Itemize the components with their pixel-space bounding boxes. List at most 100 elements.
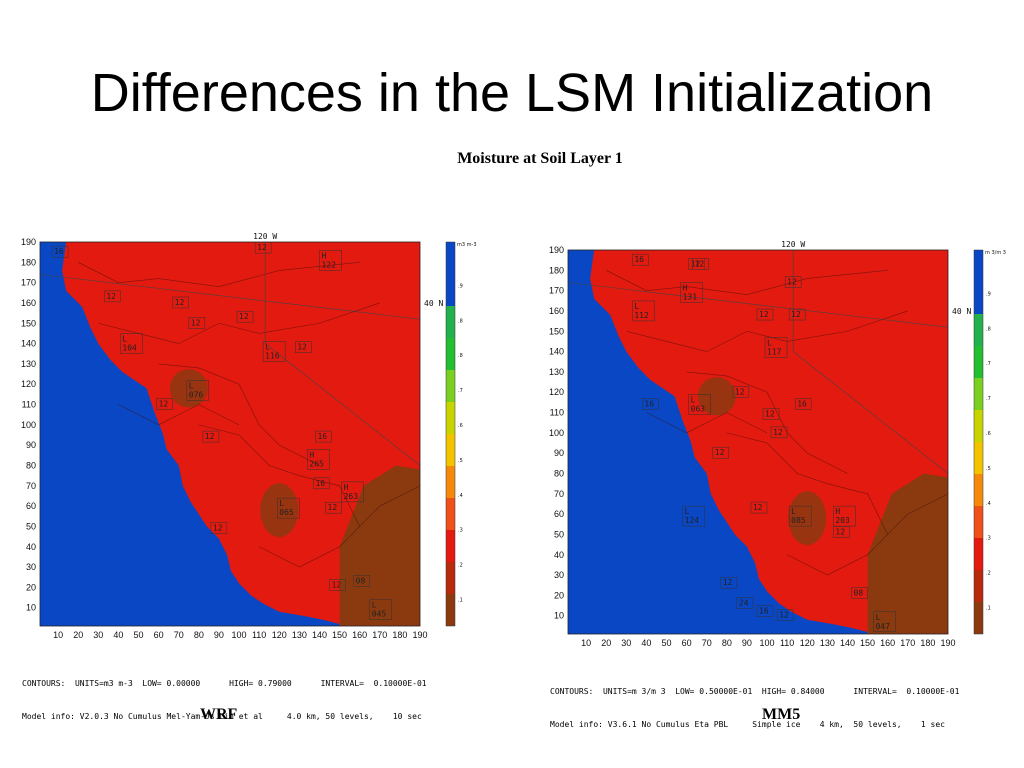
- annotation-box: [756, 605, 774, 617]
- annotation-box: [51, 245, 69, 258]
- mm5-map-panel: 16 12 12 H 131 12 L 112 12 12 L 117 L 063 12 16 12 16 12 12…: [536, 236, 1020, 656]
- y-tick-label: 150: [549, 326, 564, 336]
- y-tick-label: 100: [21, 420, 36, 430]
- y-tick-label: 60: [554, 509, 564, 519]
- annotation-line: 265: [309, 459, 324, 468]
- annotation-box: [369, 599, 392, 620]
- ocean-area: [568, 250, 868, 634]
- annotation-label: 16: [644, 399, 654, 408]
- annotation-label: 12: [205, 432, 215, 441]
- x-tick-label: 80: [722, 638, 732, 648]
- colorbar-frame: [973, 249, 984, 635]
- annotation-line: 12: [691, 259, 701, 268]
- colorbar-swatch: [446, 274, 455, 306]
- annotation-label: 12: [213, 524, 223, 533]
- colorbar-swatch: [446, 370, 455, 402]
- annotation-label: 12: [715, 448, 725, 457]
- annotation-box: [341, 481, 364, 503]
- annotation-label: L 085: [791, 507, 806, 525]
- colorbar-tick: .4: [458, 493, 463, 499]
- colorbar-tick: .8: [986, 326, 991, 332]
- y-tick-label: 40: [26, 542, 36, 552]
- annotation-line: 16: [644, 399, 654, 408]
- y-tick-label: 160: [21, 298, 36, 308]
- y-tick-label: 150: [21, 318, 36, 328]
- x-tick-label: 30: [93, 630, 103, 640]
- colorbar-unit: m3 m-3: [457, 242, 477, 248]
- y-tick-label: 170: [549, 286, 564, 296]
- x-tick-label: 110: [780, 638, 794, 648]
- y-tick-label: 120: [21, 379, 36, 389]
- annotation-line: 24: [739, 599, 749, 608]
- colorbar-swatch: [446, 594, 455, 626]
- x-tick-label: 150: [860, 638, 875, 648]
- annotation-line: L: [685, 507, 690, 516]
- annotation-label: 12: [791, 310, 801, 319]
- contour-line: [158, 363, 320, 466]
- annotation-line: 112: [634, 311, 649, 320]
- annotation-label: 16: [54, 247, 64, 256]
- annotation-label: 16: [634, 255, 644, 264]
- annotation-label: 16: [315, 479, 325, 488]
- colorbar-tick: .2: [458, 563, 463, 569]
- annotation-line: 12: [239, 312, 249, 321]
- annotation-line: 16: [759, 607, 769, 616]
- annotation-label: H 265: [309, 450, 324, 468]
- annotation-box: [315, 430, 332, 443]
- contour-line: [606, 270, 888, 296]
- colorbar-tick: .1: [986, 606, 991, 612]
- colorbar-swatch: [446, 562, 455, 594]
- annotation-line: 124: [685, 516, 700, 525]
- wrf-map-panel: 16 12 H 122 12 12 12 12 L 104 L 116 12 L 076 12 12 16 H 265…: [8, 228, 492, 648]
- annotation-box: [851, 587, 868, 599]
- annotation-label: 12: [691, 259, 701, 268]
- y-tick-label: 80: [26, 460, 36, 470]
- annotation-label: 08: [356, 576, 366, 585]
- dry-basin-central: [788, 491, 827, 546]
- annotation-line: 12: [297, 343, 307, 352]
- colorbar-tick: .9: [986, 291, 991, 297]
- annotation-label: L 063: [691, 395, 706, 413]
- annotation-label: H 263: [344, 483, 359, 501]
- x-tick-label: 100: [760, 638, 775, 648]
- annotation-line: 12: [257, 243, 267, 252]
- annotation-label: 12: [239, 312, 249, 321]
- annotation-label: 16: [759, 607, 769, 616]
- colorbar-tick: .7: [986, 396, 991, 402]
- annotation-line: 085: [791, 516, 806, 525]
- annotation-line: H: [309, 450, 314, 459]
- mm5-label: MM5: [762, 706, 801, 723]
- x-tick-label: 190: [940, 638, 955, 648]
- lon-label: 120 W: [253, 232, 277, 241]
- annotation-box: [688, 394, 711, 415]
- annotation-line: 16: [54, 247, 64, 256]
- annotation-line: 063: [691, 404, 706, 413]
- y-tick-label: 10: [554, 611, 564, 621]
- annotation-line: 047: [876, 622, 891, 631]
- x-tick-label: 10: [53, 630, 63, 640]
- x-tick-label: 60: [682, 638, 692, 648]
- annotation-line: L: [691, 395, 696, 404]
- annotation-box: [873, 611, 896, 633]
- y-tick-label: 50: [26, 521, 36, 531]
- colorbar-unit: m 3/m 3: [985, 250, 1006, 256]
- annotation-line: H: [835, 507, 840, 516]
- annotation-line: 203: [835, 516, 850, 525]
- annotation-box: [682, 505, 705, 527]
- annotation-box: [833, 526, 850, 538]
- plot-frame: [567, 249, 949, 635]
- annotation-line: 12: [159, 400, 169, 409]
- annotation-box: [776, 609, 794, 621]
- y-tick-label: 80: [554, 468, 564, 478]
- y-tick-label: 10: [26, 603, 36, 613]
- annotation-box: [104, 290, 121, 303]
- mm5-contours-info: CONTOURS: UNITS=m 3/m 3 LOW= 0.50000E-01…: [550, 687, 960, 696]
- annotation-label: 12: [297, 343, 307, 352]
- ocean-area: [40, 242, 340, 626]
- annotation-label: 12: [753, 503, 763, 512]
- x-tick-label: 170: [900, 638, 915, 648]
- annotation-line: 08: [356, 576, 366, 585]
- contour-line: [118, 404, 240, 426]
- contour-line: [726, 432, 888, 535]
- wrf-contours-info: CONTOURS: UNITS=m3 m-3 LOW= 0.00000 HIGH…: [22, 679, 427, 688]
